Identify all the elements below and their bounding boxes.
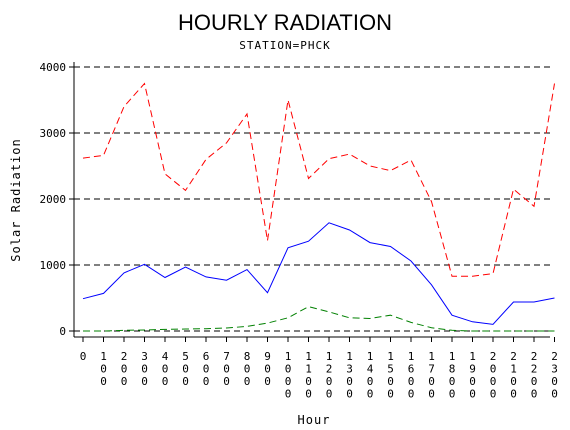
y-tick-label: 3000 [40, 127, 67, 140]
series-line-3 [83, 306, 555, 332]
y-ticks: 0 1000 2000 3000 4000 [40, 61, 74, 338]
series-lines [82, 82, 555, 332]
y-tick-label: 1000 [40, 259, 67, 272]
series-line-1 [82, 82, 555, 277]
y-tick-label: 4000 [40, 61, 67, 74]
chart-title: HOURLY RADIATION [178, 10, 392, 35]
x-tick-label: 0 [80, 350, 87, 363]
chart-subtitle: STATION=PHCK [239, 39, 330, 52]
y-tick-label: 2000 [40, 193, 67, 206]
x-axis-label: Hour [298, 413, 331, 427]
series-line-2 [82, 222, 555, 325]
grid-lines [74, 66, 550, 332]
x-ticks: 0 1 0 0 2 0 0 3 0 0 4 0 0 5 0 0 6 0 0 7 0 0 8 0 0 9 0 0 1 0 0 0 1 1 0 0 1 2 0 0… [80, 337, 558, 401]
y-axis-label: Solar Radiation [9, 138, 23, 261]
y-tick-label: 0 [59, 325, 66, 338]
